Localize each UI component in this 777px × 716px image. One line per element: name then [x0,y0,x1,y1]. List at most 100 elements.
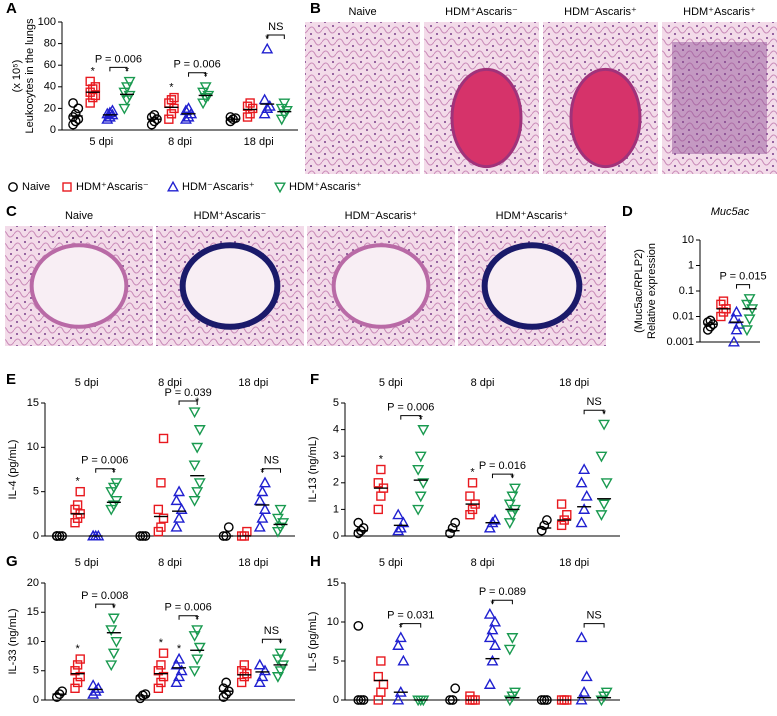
significance-bracket [583,623,605,628]
image-label: HDM⁺Ascaris⁺ [683,6,756,18]
data-point [373,504,383,515]
x-tick-label: 8 dpi [471,557,495,569]
image-label: HDM⁻Ascaris⁺ [345,210,418,222]
data-point [730,305,743,317]
significance-bracket [188,72,207,77]
y-axis-label: (Muc5ac/RPLP2) [633,249,645,333]
data-point [242,112,253,122]
data-point [467,478,478,488]
y-tick-label: 3 [333,450,339,462]
data-point [727,335,740,347]
data-point [261,102,274,113]
image-label: Naive [65,210,93,222]
data-point [193,642,206,654]
data-point [72,660,83,670]
data-point [412,504,425,516]
significance-label: P = 0.006 [173,59,220,71]
legend-label: HDM⁺Ascaris⁺ [289,181,362,193]
panel-letter: C [6,203,17,220]
y-tick-label: 15 [327,577,339,589]
data-point [230,113,241,124]
legend-label: Naive [22,181,50,193]
significance-bracket [109,66,128,72]
significance-bracket [178,615,198,620]
data-point [191,442,204,454]
data-point [740,299,753,311]
x-tick-label: 5 dpi [379,557,403,569]
y-axis-label: IL-33 (ng/mL) [7,608,19,674]
panel-letter: G [6,553,18,570]
data-point [489,513,502,525]
data-point [373,671,383,682]
y-axis-label: IL-13 (ng/mL) [307,436,319,502]
data-point [156,677,166,688]
data-point [188,631,201,642]
y-axis-label: Leukocytes in the lungs [24,18,36,133]
data-point [193,478,206,490]
data-point [75,654,85,664]
data-point [107,613,120,625]
data-point [118,103,131,115]
data-point [556,499,567,509]
data-point [730,323,743,335]
data-point [598,419,611,431]
data-point [412,464,425,476]
y-tick-label: 1 [688,259,694,271]
data-point [376,687,386,697]
data-point [105,487,118,498]
data-point [170,676,183,687]
airway-wall [29,243,129,329]
data-point [600,478,613,490]
data-point [253,494,266,506]
data-point [223,522,234,533]
data-point [221,689,232,700]
y-tick-label: 10 [27,441,39,453]
data-point [358,523,369,533]
data-point [188,460,201,472]
data-point [392,524,405,536]
data-point [146,112,157,122]
airway-wall [331,243,431,329]
data-point [256,485,269,497]
data-point [236,666,247,676]
data-point [277,518,290,529]
data-point [271,513,284,525]
significance-label: P = 0.006 [165,602,212,614]
data-point [256,512,269,523]
significance-bracket [736,284,751,289]
data-point [170,658,183,670]
data-point [465,510,475,520]
data-point [503,518,516,529]
y-tick-label: 10 [682,234,694,246]
data-point [447,523,458,533]
data-point [105,504,118,516]
significance-label: NS [586,610,601,622]
data-point [465,491,475,501]
data-point [394,521,407,533]
y-tick-label: 0.01 [673,310,694,322]
data-point [153,683,164,693]
data-point [271,654,284,666]
histology-image [305,22,420,174]
data-point [92,682,105,693]
data-point [743,294,756,305]
image-label: HDM⁺Ascaris⁺ [496,210,569,222]
data-point [353,621,364,631]
data-point [373,478,383,488]
significance-label: P = 0.039 [165,387,212,399]
data-point [489,615,502,627]
data-point [193,425,206,436]
y-tick-label: 15 [27,397,39,409]
data-point [541,515,552,525]
legend-marker [8,182,18,192]
data-point [718,296,729,306]
data-point [191,625,204,637]
data-point [450,683,461,694]
data-point [506,491,519,503]
data-point [175,664,188,676]
data-point [414,491,427,503]
data-point [743,314,756,326]
legend-label: HDM⁺Ascaris⁻ [76,181,149,193]
data-point [575,516,588,528]
